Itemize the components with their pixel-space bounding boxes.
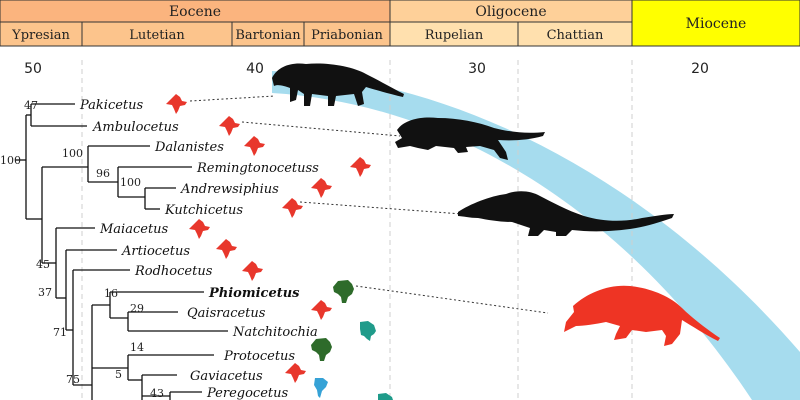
epoch-label-oligocene: Oligocene — [475, 4, 546, 20]
support-value: 100 — [62, 147, 83, 160]
phiomicetus-silhouette — [564, 285, 720, 346]
stage-bartonian — [231, 21, 305, 47]
south-america-map-icon — [314, 378, 328, 398]
taxon-label-andrewsiphius: Andrewsiphius — [180, 182, 279, 197]
taxon-label-artiocetus: Artiocetus — [121, 244, 190, 259]
tick-30: 30 — [468, 61, 486, 77]
support-value: 71 — [53, 326, 67, 339]
stage-label-lutetian: Lutetian — [129, 28, 185, 43]
stage-label-priabonian: Priabonian — [311, 28, 383, 43]
support-value: 96 — [96, 167, 110, 180]
stage-label-bartonian: Bartonian — [235, 28, 301, 43]
stage-boundary-lines — [81, 60, 633, 400]
india-map-icon — [311, 178, 332, 198]
support-value: 37 — [38, 286, 52, 299]
north-america-map-icon — [378, 393, 393, 400]
stage-label-chattian: Chattian — [547, 28, 604, 43]
india-map-icon — [311, 300, 332, 320]
india-map-icon — [242, 261, 263, 281]
india-map-icon — [350, 157, 371, 177]
africa-map-icon — [333, 280, 354, 303]
tick-20: 20 — [691, 61, 709, 77]
taxon-label-remingtonocetuss: Remingtonocetuss — [196, 161, 319, 176]
north-america-map-icon — [360, 321, 376, 341]
india-map-icon — [244, 136, 265, 156]
phylogenetic-tree — [15, 103, 228, 400]
ambulocetid-silhouette — [395, 117, 545, 160]
taxon-label-maiacetus: Maiacetus — [99, 222, 169, 237]
stage-chattian — [517, 21, 633, 47]
remingtonocetid-silhouette — [458, 191, 674, 236]
connector-lines — [189, 95, 549, 314]
taxon-label-qaisracetus: Qaisracetus — [187, 306, 266, 321]
india-map-icon — [166, 94, 187, 114]
support-value: 43 — [150, 387, 164, 400]
taxon-label-dalanistes: Dalanistes — [154, 140, 224, 155]
support-value: 45 — [36, 258, 50, 271]
taxon-labels: Pakicetus Ambulocetus Dalanistes Remingt… — [79, 98, 319, 400]
support-value: 29 — [130, 302, 144, 315]
epoch-label-eocene: Eocene — [169, 4, 221, 20]
india-map-icon — [282, 198, 303, 218]
stage-priabonian — [303, 21, 391, 47]
taxon-label-rodhocetus: Rodhocetus — [134, 264, 213, 279]
taxon-label-peregocetus: Peregocetus — [206, 386, 288, 400]
tick-40: 40 — [246, 61, 264, 77]
stage-ypresian — [0, 21, 83, 47]
support-value: 5 — [115, 368, 122, 381]
india-map-icon — [219, 116, 240, 136]
support-value: 47 — [24, 99, 38, 112]
tick-50: 50 — [24, 61, 42, 77]
taxon-label-kutchicetus: Kutchicetus — [164, 203, 243, 218]
india-map-icon — [189, 219, 210, 239]
epoch-label-miocene: Miocene — [686, 16, 747, 32]
stage-rupelian — [389, 21, 519, 47]
taxon-label-gaviacetus: Gaviacetus — [190, 369, 263, 384]
support-value: 14 — [130, 341, 144, 354]
stage-label-rupelian: Rupelian — [425, 28, 484, 43]
support-values: 47 100 100 96 100 45 37 16 29 71 14 5 75… — [0, 99, 164, 400]
taxon-label-ambulocetus: Ambulocetus — [92, 120, 179, 135]
time-band — [272, 71, 800, 400]
india-map-icon — [216, 239, 237, 259]
region-icons — [166, 94, 393, 400]
india-map-icon — [285, 363, 306, 383]
support-value: 100 — [0, 154, 21, 167]
taxon-label-natchitochia: Natchitochia — [232, 325, 318, 340]
stage-label-ypresian: Ypresian — [11, 28, 70, 43]
taxon-label-protocetus: Protocetus — [223, 349, 295, 364]
support-value: 16 — [104, 287, 118, 300]
taxon-label-pakicetus: Pakicetus — [79, 98, 144, 113]
taxon-label-phiomicetus: Phiomicetus — [208, 286, 300, 301]
africa-map-icon — [311, 338, 332, 361]
epoch-miocene — [631, 0, 800, 47]
pakicetid-silhouette — [272, 63, 404, 106]
support-value: 100 — [120, 176, 141, 189]
support-value: 75 — [66, 373, 80, 386]
